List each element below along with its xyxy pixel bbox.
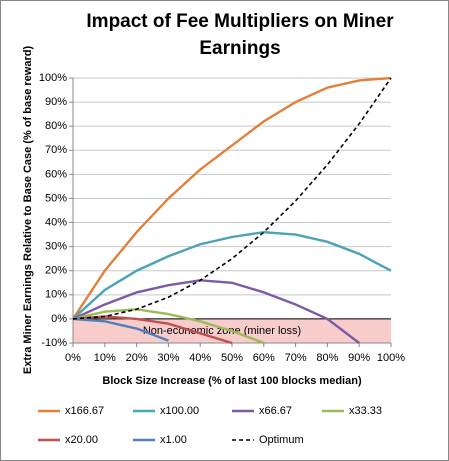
y-tick-label: 90% [45, 96, 67, 108]
plot-lines [73, 77, 392, 345]
series-line [73, 77, 392, 320]
y-tick-label: -10% [41, 337, 67, 349]
x-tick-label: 10% [94, 352, 116, 364]
series-line [73, 317, 169, 342]
series-line [73, 279, 360, 344]
x-tick-label: 80% [316, 352, 338, 364]
chart-title: Impact of Fee Multipliers on Miner Earni… [86, 11, 394, 59]
y-tick-label: 100% [39, 72, 67, 84]
band-label: Non-economic zone (miner loss) [143, 325, 301, 337]
x-tick-label: 90% [348, 352, 370, 364]
y-tick-label: 20% [45, 265, 67, 277]
x-tick-label: 40% [189, 352, 211, 364]
legend-label: x166.67 [65, 405, 104, 417]
series-line [73, 230, 392, 320]
legend-label: x66.67 [259, 405, 292, 417]
series-line [73, 77, 392, 320]
x-tick-label: 50% [221, 352, 243, 364]
series-line [73, 308, 265, 345]
y-tick-label: 50% [45, 192, 67, 204]
legend-label: x33.33 [349, 405, 382, 417]
y-tick-label: 70% [45, 144, 67, 156]
x-tick-label: 60% [253, 352, 275, 364]
y-tick-label: 60% [45, 168, 67, 180]
x-tick-label: 20% [126, 352, 148, 364]
legend-label: x100.00 [160, 405, 199, 417]
x-axis-label: Block Size Increase (% of last 100 block… [102, 375, 362, 387]
y-tick-label: 40% [45, 216, 67, 228]
x-tick-label: 100% [377, 352, 405, 364]
y-tick-label: 80% [45, 120, 67, 132]
y-tick-label: 0% [51, 313, 67, 325]
legend-label: x1.00 [160, 434, 187, 446]
legend-label: Optimum [259, 434, 304, 446]
x-tick-label: 30% [157, 352, 179, 364]
x-tick-label: 0% [65, 352, 81, 364]
y-tick-label: 10% [45, 289, 67, 301]
y-axis-label: Extra Miner Earnings Relative to Base Ca… [22, 46, 34, 375]
y-tick-label: 30% [45, 241, 67, 253]
series-line [73, 315, 233, 345]
legend-label: x20.00 [65, 434, 98, 446]
x-tick-label: 70% [285, 352, 307, 364]
